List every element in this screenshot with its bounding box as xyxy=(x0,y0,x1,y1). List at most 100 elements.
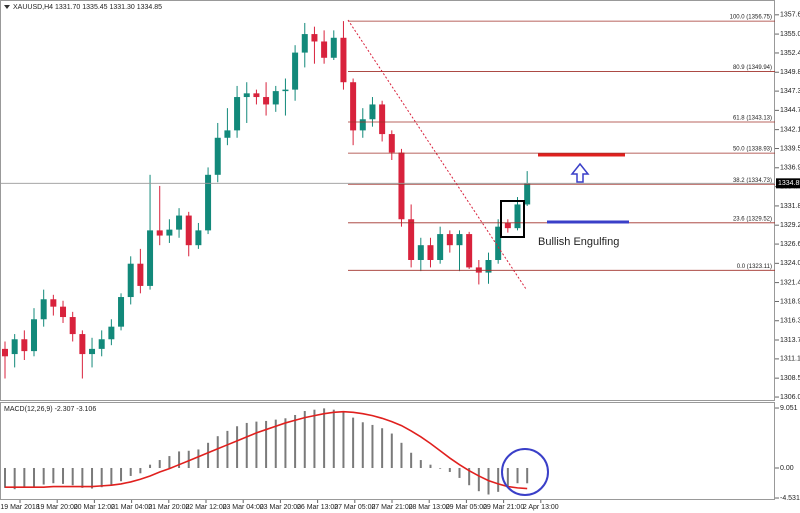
macd-bar xyxy=(178,451,181,468)
macd-bar xyxy=(168,456,171,468)
y-tick-label: 1316.30 xyxy=(780,318,800,325)
candle-body xyxy=(398,152,405,220)
x-tick-label: 27 Mar 05:00 xyxy=(334,504,375,511)
y-tick-label: 1342.10 xyxy=(780,126,800,133)
candle-body xyxy=(350,82,357,131)
macd-bar xyxy=(42,467,45,485)
macd-bar xyxy=(236,426,239,468)
x-tick-label: 19 Mar 2018 xyxy=(0,504,39,511)
highlight-circle xyxy=(501,448,549,496)
macd-bar xyxy=(255,421,258,468)
macd-bar xyxy=(91,467,94,489)
x-tick-label: 29 Mar 21:00 xyxy=(483,504,524,511)
candle-body xyxy=(340,37,347,83)
macd-bar xyxy=(187,450,190,468)
macd-bar xyxy=(158,460,161,468)
y-tick-label: 9.051 xyxy=(780,405,798,412)
candle-body xyxy=(195,230,202,246)
candle-body xyxy=(456,234,463,246)
macd-bar xyxy=(516,467,519,484)
candle-body xyxy=(50,299,57,307)
candle-body xyxy=(359,119,366,131)
candle-body xyxy=(156,230,163,236)
candle-body xyxy=(504,222,511,229)
macd-bar xyxy=(149,464,152,468)
macd-bar xyxy=(448,467,451,472)
y-tick-label: 1355.00 xyxy=(780,31,800,38)
macd-bar xyxy=(226,430,229,468)
macd-bar xyxy=(371,424,374,468)
candle-body xyxy=(127,263,134,298)
macd-bar xyxy=(429,464,432,468)
macd-bar xyxy=(303,411,306,468)
candle-body xyxy=(330,37,337,58)
candle-body xyxy=(69,317,76,335)
candle-body xyxy=(21,339,28,352)
candle-body xyxy=(427,245,434,260)
macd-bar xyxy=(506,467,509,488)
last-price-label: 1334.85 xyxy=(778,180,800,187)
macd-bar xyxy=(62,467,65,484)
candle-body xyxy=(108,326,115,340)
candle-body xyxy=(495,226,502,260)
candle-body xyxy=(321,41,328,58)
x-tick-label: 27 Mar 21:00 xyxy=(371,504,412,511)
fib-label: 80.9 (1349.94) xyxy=(733,65,772,71)
candle-body xyxy=(388,134,395,153)
candle-body xyxy=(514,204,521,229)
candle-body xyxy=(446,234,453,246)
x-tick-label: 26 Mar 13:00 xyxy=(297,504,338,511)
macd-bar xyxy=(216,436,219,468)
last-price-box xyxy=(776,178,800,189)
macd-bar xyxy=(332,409,335,468)
macd-bar xyxy=(400,442,403,468)
candle-body xyxy=(485,260,492,273)
x-tick-label: 22 Mar 12:00 xyxy=(185,504,226,511)
y-tick-label: 1311.15 xyxy=(780,356,800,363)
x-tick-label: 2 Apr 13:00 xyxy=(523,504,559,511)
y-tick-label: 1329.20 xyxy=(780,222,800,229)
x-tick-label: 19 Mar 20:00 xyxy=(37,504,78,511)
menu-triangle xyxy=(4,5,10,9)
candle-body xyxy=(524,183,531,205)
fib-label: 61.8 (1343.13) xyxy=(733,116,772,122)
candle-body xyxy=(31,319,38,352)
candle-body xyxy=(417,245,424,260)
y-tick-label: 1331.80 xyxy=(780,203,800,210)
x-tick-label: 23 Mar 20:00 xyxy=(260,504,301,511)
fib-label: 50.0 (1338.93) xyxy=(733,147,772,153)
chart-title: XAUUSD,H4 1331.70 1335.45 1331.30 1334.8… xyxy=(13,4,162,11)
macd-bar xyxy=(52,467,55,484)
y-tick-label: 0.00 xyxy=(780,465,794,472)
macd-bar xyxy=(390,433,393,468)
main-panel xyxy=(0,0,775,401)
fib-label: 23.6 (1329.52) xyxy=(733,216,772,222)
candle-body xyxy=(89,348,96,355)
macd-bar xyxy=(352,417,355,468)
candle-body xyxy=(408,219,415,260)
candle-body xyxy=(466,234,473,268)
macd-bar xyxy=(526,467,529,484)
macd-bar xyxy=(477,467,480,492)
macd-bar xyxy=(439,467,442,469)
x-tick-label: 23 Mar 04:00 xyxy=(223,504,264,511)
candle-body xyxy=(272,91,279,105)
candle-body xyxy=(60,306,67,318)
macd-bar xyxy=(33,467,36,487)
candle-body xyxy=(234,97,241,131)
y-tick-label: 1344.70 xyxy=(780,107,800,114)
macd-bar xyxy=(71,467,74,486)
y-tick-label: 1349.85 xyxy=(780,69,800,76)
macd-bar xyxy=(129,467,132,476)
candle-body xyxy=(185,215,192,246)
y-tick-label: 1324.05 xyxy=(780,260,800,267)
candle-body xyxy=(243,93,250,98)
candle-body xyxy=(205,174,212,231)
signal-line xyxy=(5,410,528,490)
macd-bar xyxy=(274,419,277,468)
x-tick-label: 29 Mar 05:00 xyxy=(446,504,487,511)
y-tick-label: 1352.45 xyxy=(780,50,800,57)
candle-body xyxy=(301,34,308,53)
x-tick-label: 28 Mar 13:00 xyxy=(409,504,450,511)
